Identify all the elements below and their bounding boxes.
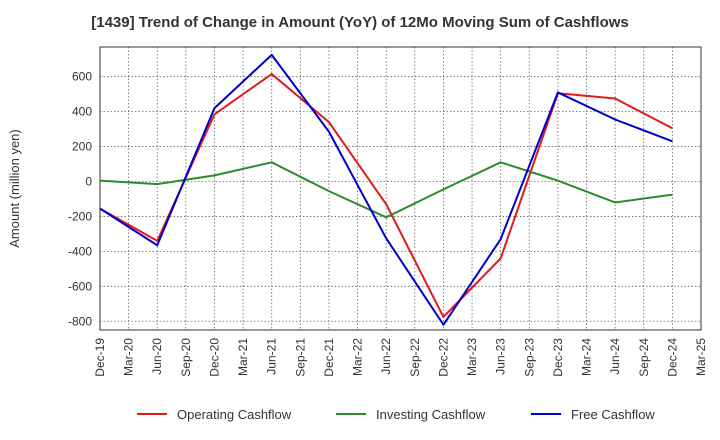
x-tick-label: Mar-25	[694, 338, 708, 376]
x-tick-label: Dec-20	[207, 338, 221, 377]
y-tick-label: -800	[68, 314, 92, 328]
x-tick-label: Dec-22	[436, 338, 450, 377]
x-tick-label: Mar-22	[351, 338, 365, 376]
plot-frame	[99, 46, 702, 331]
legend: Operating Cashflow Investing Cashflow Free…	[137, 407, 655, 422]
y-tick-label: 600	[72, 70, 92, 84]
x-tick-label: Sep-22	[408, 338, 422, 377]
grid-layer	[99, 47, 702, 330]
legend-label: Operating Cashflow	[177, 407, 292, 422]
y-tick-label: -400	[68, 244, 92, 258]
x-tick-label: Jun-21	[265, 338, 279, 375]
x-tick-label: Mar-20	[122, 338, 136, 376]
y-tick-label: 0	[85, 175, 92, 189]
x-tick-label: Dec-23	[551, 338, 565, 377]
legend-label: Free Cashflow	[571, 407, 655, 422]
y-tick-label: 400	[72, 105, 92, 119]
x-tick-label: Dec-21	[322, 338, 336, 377]
x-tick-label: Sep-21	[293, 338, 307, 377]
x-tick-label: Sep-24	[637, 338, 651, 377]
x-tick-label: Mar-21	[236, 338, 250, 376]
x-tick-label: Dec-24	[665, 338, 679, 377]
legend-label: Investing Cashflow	[376, 407, 486, 422]
series-line-free-cashflow	[99, 53, 673, 326]
y-tick-labels: -800 -600 -400 -200 0 200 400 600	[68, 70, 92, 329]
series-line-investing-cashflow	[99, 161, 673, 219]
x-tick-label: Sep-20	[179, 338, 193, 377]
series-line-operating-cashflow	[99, 73, 673, 318]
y-tick-label: -600	[68, 279, 92, 293]
x-tick-label: Dec-19	[93, 338, 107, 377]
y-tick-label: 200	[72, 140, 92, 154]
chart-title: [1439] Trend of Change in Amount (YoY) o…	[91, 14, 629, 31]
x-tick-label: Sep-23	[522, 338, 536, 377]
x-tick-label: Jun-22	[379, 338, 393, 375]
y-axis-title: Amount (million yen)	[7, 129, 22, 248]
y-tick-label: -200	[68, 209, 92, 223]
x-tick-label: Jun-23	[494, 338, 508, 375]
x-tick-label: Jun-24	[608, 338, 622, 375]
x-tick-label: Jun-20	[150, 338, 164, 375]
x-tick-label: Mar-24	[580, 338, 594, 376]
x-tick-labels: Dec-19 Mar-20 Jun-20 Sep-20 Dec-20 Mar-21 Jun-…	[93, 338, 708, 377]
x-tick-label: Mar-23	[465, 338, 479, 376]
series-layer	[99, 53, 673, 326]
